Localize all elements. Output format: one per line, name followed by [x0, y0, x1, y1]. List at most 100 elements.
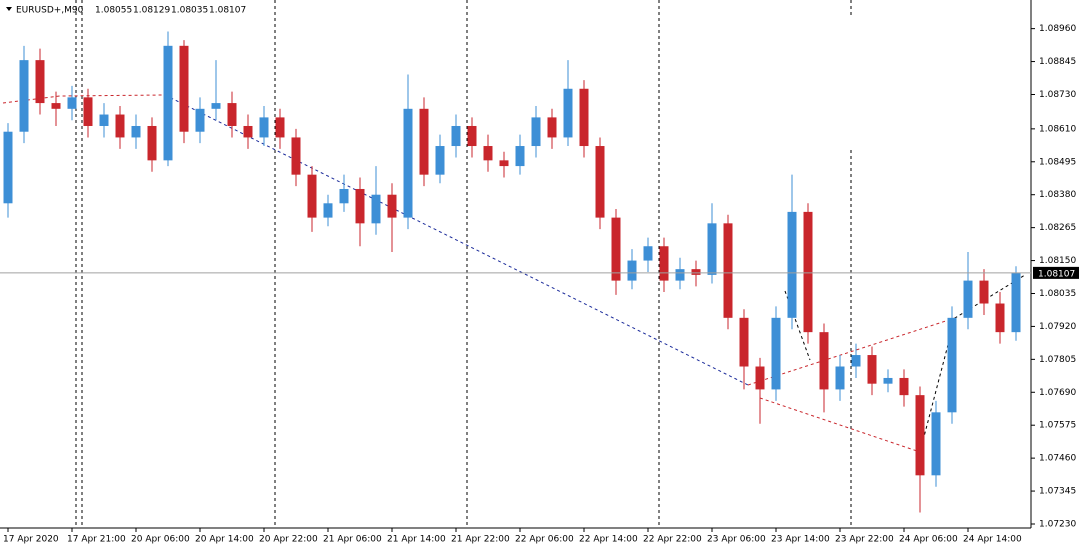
x-tick-label: 24 Apr 06:00: [899, 535, 958, 545]
candle-body: [467, 125, 477, 147]
candle-body: [387, 194, 397, 218]
candle-body: [243, 125, 253, 138]
y-tick-label: 1.07805: [1039, 355, 1076, 365]
candle-body: [979, 280, 989, 304]
candle-body: [211, 103, 221, 109]
x-tick-label: 17 Apr 2020: [3, 535, 59, 545]
candle-body: [163, 45, 173, 161]
candle-body: [323, 203, 333, 218]
candle-body: [627, 260, 637, 281]
candle-body: [131, 125, 141, 138]
x-tick-label: 20 Apr 14:00: [195, 535, 254, 545]
candle-body: [19, 60, 29, 132]
x-tick-label: 23 Apr 06:00: [707, 535, 766, 545]
candle-body: [515, 146, 525, 167]
candle-body: [643, 246, 653, 261]
candle-body: [755, 366, 765, 390]
candle-body: [931, 412, 941, 476]
x-tick-label: 22 Apr 22:00: [643, 535, 702, 545]
candle-body: [659, 246, 669, 281]
separators: [75, 0, 852, 528]
x-tick-label: 17 Apr 21:00: [67, 535, 126, 545]
candle-body: [867, 355, 877, 384]
y-tick-label: 1.08265: [1039, 223, 1076, 233]
candle-body: [419, 108, 429, 175]
candle-body: [883, 377, 893, 384]
indicator-lines: [2, 94, 1026, 453]
candle-body: [547, 117, 557, 138]
y-tick-label: 1.07345: [1039, 487, 1076, 497]
candle-body: [819, 332, 829, 390]
menu-arrow[interactable]: [6, 7, 12, 11]
y-tick-label: 1.08730: [1039, 90, 1076, 100]
candle-body: [435, 146, 445, 175]
candle-body: [723, 223, 733, 318]
candle-body: [51, 103, 61, 109]
candle-body: [531, 117, 541, 147]
candle-body: [739, 317, 749, 367]
candle-body: [451, 125, 461, 147]
candle-body: [787, 211, 797, 318]
y-tick-label: 1.08845: [1039, 57, 1076, 67]
candle-body: [35, 60, 45, 104]
candle-body: [259, 117, 269, 138]
quote-value: 1.08107: [209, 6, 246, 16]
x-tick-label: 24 Apr 14:00: [963, 535, 1022, 545]
candle-body: [995, 303, 1005, 333]
candle-body: [675, 269, 685, 281]
candle-body: [1011, 272, 1021, 333]
y-tick-label: 1.08495: [1039, 157, 1076, 167]
x-tick-label: 23 Apr 22:00: [835, 535, 894, 545]
quote-value: 1.08035: [171, 6, 208, 16]
y-tick-label: 1.07575: [1039, 421, 1076, 431]
candle-body: [595, 146, 605, 218]
y-tick-label: 1.07460: [1039, 454, 1076, 464]
candle-body: [403, 108, 413, 218]
candle-body: [195, 108, 205, 132]
x-tick-label: 21 Apr 14:00: [387, 535, 446, 545]
candle-body: [147, 125, 157, 161]
candle-body: [355, 188, 365, 224]
candle-body: [707, 223, 717, 275]
candle-body: [99, 114, 109, 126]
x-tick-label: 21 Apr 22:00: [451, 535, 510, 545]
quote-value: 1.08055: [95, 6, 132, 16]
candle-body: [947, 317, 957, 413]
candle-body: [563, 88, 573, 138]
y-tick-label: 1.08150: [1039, 256, 1076, 266]
candle-body: [803, 211, 813, 333]
y-tick-label: 1.08380: [1039, 190, 1076, 200]
y-tick-label: 1.07690: [1039, 388, 1076, 398]
x-tick-label: 22 Apr 06:00: [515, 535, 574, 545]
candle-body: [579, 88, 589, 147]
candle-body: [851, 355, 861, 367]
candle-body: [963, 280, 973, 318]
candle-body: [835, 366, 845, 390]
y-tick-label: 1.08610: [1039, 124, 1076, 134]
candle-body: [115, 114, 125, 138]
plot: [3, 31, 1021, 513]
y-tick-label: 1.07920: [1039, 322, 1076, 332]
candle-body: [499, 160, 509, 167]
candle-body: [275, 117, 285, 138]
candle-body: [691, 269, 701, 275]
candle-body: [899, 377, 909, 396]
candle-body: [179, 45, 189, 132]
y-tick-label: 1.08960: [1039, 24, 1076, 34]
y-tick-label: 1.07230: [1039, 519, 1076, 529]
candle-body: [371, 194, 381, 224]
x-tick-label: 22 Apr 14:00: [579, 535, 638, 545]
candle-body: [339, 188, 349, 204]
y-tick-label: 1.08035: [1039, 289, 1076, 299]
candle-body: [611, 217, 621, 281]
candle-body: [227, 103, 237, 126]
x-tick-label: 20 Apr 06:00: [131, 535, 190, 545]
candle-body: [291, 137, 301, 175]
candle-body: [915, 395, 925, 476]
candle-body: [67, 97, 77, 109]
x-tick-label: 20 Apr 22:00: [259, 535, 318, 545]
candle-body: [307, 174, 317, 218]
candle-body: [83, 97, 93, 126]
symbol: EURUSD+,M90: [16, 6, 84, 16]
